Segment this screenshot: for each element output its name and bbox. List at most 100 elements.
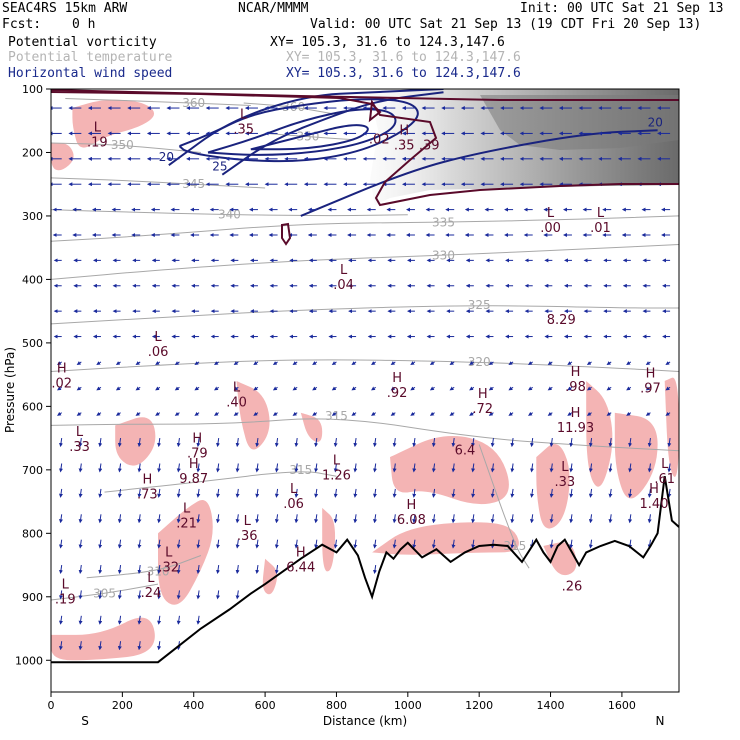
theta-contour-label: 305	[93, 587, 116, 601]
wind-vector	[392, 488, 397, 498]
wind-vector	[117, 564, 122, 575]
x-tick-label: 1600	[608, 699, 636, 712]
wind-vector	[567, 361, 573, 366]
wind-vector	[96, 386, 102, 391]
wind-vector	[235, 564, 240, 575]
fcst-label: Fcst:	[2, 17, 42, 32]
pv-extremum-marker: H	[571, 406, 581, 421]
wind-vector	[216, 463, 220, 473]
wind-vector	[451, 539, 456, 549]
wind-vector	[137, 463, 142, 473]
wind-vector	[371, 411, 376, 416]
wind-vector	[608, 514, 613, 524]
wind-vector	[373, 539, 377, 549]
wind-vector	[272, 411, 278, 416]
wind-vector	[155, 361, 161, 366]
wind-vector	[274, 514, 279, 524]
wind-vector	[351, 361, 357, 366]
pv-extremum-value: .26	[562, 580, 583, 595]
field-theta-name: Potential temperature	[8, 50, 173, 65]
wind-vector	[137, 641, 142, 651]
pv-contour-top	[51, 89, 679, 101]
wind-vector	[235, 514, 240, 524]
wind-vector	[392, 438, 397, 448]
fcst-value: 0 h	[72, 17, 96, 32]
wind-vector	[608, 463, 613, 473]
wind-speed-label: 20	[648, 115, 663, 129]
theta-contour	[51, 177, 266, 189]
wind-vector	[508, 361, 514, 366]
wind-vector	[135, 411, 141, 416]
wind-vector	[176, 590, 181, 600]
pv-extremum-value: .33	[69, 440, 90, 455]
y-axis-label: Pressure (hPa)	[3, 347, 17, 433]
x-tick-label: 400	[183, 699, 204, 712]
x-tick-label: 1000	[394, 699, 422, 712]
wind-vector	[510, 514, 515, 524]
wind-vector	[628, 539, 633, 549]
wind-vector	[510, 539, 515, 549]
wind-vector	[255, 463, 260, 473]
wind-vector	[117, 514, 122, 524]
wind-vector	[235, 590, 240, 600]
wind-vector	[176, 438, 181, 448]
wind-vector	[117, 539, 122, 549]
pv-extremum-value: .79	[187, 446, 208, 461]
wind-vector	[567, 411, 573, 416]
pv-extremum-value: 9.87	[179, 472, 208, 487]
wind-vector	[373, 438, 377, 448]
wind-vector	[588, 539, 593, 549]
wind-vector	[588, 514, 593, 524]
pv-extremum-marker: L	[661, 457, 669, 472]
wind-vector	[645, 386, 651, 391]
wind-vector	[431, 514, 436, 524]
pv-extremum-value: .21	[176, 516, 197, 531]
theta-contour	[65, 98, 251, 106]
pv-extremum-marker: L	[290, 482, 298, 497]
wind-vector	[174, 386, 180, 391]
wind-vector	[98, 438, 103, 448]
wind-vector	[274, 463, 279, 473]
pv-extremum-value: 1.40	[640, 497, 669, 512]
pv-extremum-value: .00	[540, 221, 561, 236]
wind-vector	[528, 411, 533, 416]
pv-extremum-marker: L	[561, 460, 569, 475]
pv-extremum-marker: H	[649, 482, 659, 497]
wind-vector	[510, 463, 515, 473]
wind-vector	[314, 463, 319, 473]
pv-extremum-value: .19	[87, 135, 108, 150]
wind-vector	[137, 564, 142, 575]
wind-vector	[194, 386, 200, 391]
pv-extremum-value: .32	[158, 561, 179, 576]
wind-vector	[115, 361, 121, 366]
wind-vector	[312, 411, 318, 416]
wind-vector	[412, 514, 417, 524]
theta-contour-label: 315	[289, 463, 312, 477]
wind-vector	[312, 386, 318, 391]
pv-shade-region	[372, 522, 519, 555]
pv-extremum-marker: H	[392, 371, 402, 386]
y-axis: 100 200 300 400 500 600 700 800 900 1000	[15, 83, 51, 667]
theta-contour	[51, 418, 679, 452]
wind-vector	[216, 539, 220, 549]
pv-shade-region	[664, 377, 679, 477]
wind-vector	[490, 514, 495, 524]
pv-shade-region	[543, 542, 577, 576]
wind-vector	[235, 539, 240, 549]
wind-vector	[194, 411, 200, 416]
wind-vector	[530, 514, 534, 524]
pv-extremum-value: .33	[554, 475, 575, 490]
wind-vector	[216, 438, 220, 448]
wind-vector	[137, 488, 142, 498]
wind-vector	[176, 539, 181, 549]
wind-vector	[314, 488, 319, 498]
wind-vector	[135, 386, 141, 391]
wind-speed-contour	[221, 91, 444, 176]
pv-extremum-value: .35	[394, 139, 415, 154]
wind-vector	[471, 438, 476, 448]
wind-vector	[451, 514, 456, 524]
pv-extremum-marker: L	[94, 120, 102, 135]
pv-extremum-value: .04	[333, 278, 354, 293]
wind-vector	[98, 590, 103, 600]
wind-vector	[626, 361, 632, 366]
